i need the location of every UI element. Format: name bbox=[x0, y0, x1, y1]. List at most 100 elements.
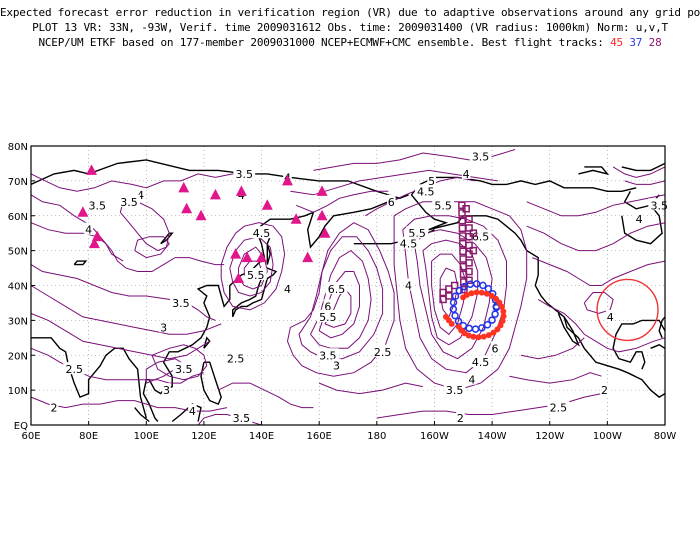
contour-line bbox=[286, 222, 395, 377]
contour-line bbox=[509, 372, 602, 384]
contour-line bbox=[402, 215, 507, 374]
contour-label-bg bbox=[443, 383, 466, 396]
graticule bbox=[31, 146, 665, 425]
contour-line bbox=[151, 344, 208, 381]
contour-label: 3.5 bbox=[236, 168, 254, 181]
contour-label-bg bbox=[404, 278, 413, 291]
lake-baikal bbox=[160, 232, 174, 245]
contour-label: 4.5 bbox=[400, 238, 418, 251]
contour-label-bg bbox=[469, 355, 492, 368]
track-37-marker bbox=[488, 316, 496, 324]
contour-label: 4 bbox=[405, 280, 412, 293]
track-28-marker bbox=[459, 247, 467, 256]
observation-site-triangle bbox=[261, 199, 273, 210]
contour-label: 4.5 bbox=[472, 356, 490, 369]
lake-balkhash bbox=[73, 260, 88, 266]
track-45-marker bbox=[475, 334, 482, 341]
y-axis-label: EQ bbox=[14, 421, 28, 432]
coastline-segment bbox=[232, 267, 278, 318]
contour-label: 2 bbox=[601, 384, 608, 397]
contour-label: 3.5 bbox=[650, 199, 668, 212]
contour-label: 2.5 bbox=[227, 353, 245, 366]
track-45-marker bbox=[480, 333, 487, 340]
contour-label-bg bbox=[86, 198, 109, 211]
contour-label: 5.5 bbox=[247, 269, 265, 282]
observation-site-triangle bbox=[178, 181, 190, 193]
contour-label-bg bbox=[371, 344, 394, 357]
coastline-segment bbox=[658, 316, 666, 339]
coastline-segment bbox=[30, 159, 409, 200]
contour-label: 3.5 bbox=[472, 150, 490, 163]
contour-label: 6 bbox=[491, 342, 498, 355]
track-45-marker bbox=[460, 294, 467, 301]
x-axis-label: 120E bbox=[191, 431, 216, 442]
contour-label: 5 bbox=[428, 175, 435, 188]
track-28-marker bbox=[465, 215, 473, 223]
track-37-marker bbox=[471, 325, 480, 333]
y-axis-label: 20N bbox=[8, 351, 28, 362]
observation-site-triangle bbox=[235, 185, 247, 196]
contour-label: 3.5 bbox=[89, 199, 107, 212]
contour-label-bg bbox=[634, 212, 644, 225]
x-axis-label: 180 bbox=[367, 431, 386, 442]
contour-label: 3.5 bbox=[120, 196, 138, 209]
x-axis-label: 100W bbox=[593, 431, 622, 442]
contour-line bbox=[612, 166, 666, 178]
contour-line bbox=[532, 257, 666, 286]
observation-site-triangle bbox=[77, 206, 89, 217]
contour-label-bg bbox=[406, 226, 429, 239]
contour-label: 6 bbox=[324, 300, 331, 313]
contour-line bbox=[310, 249, 372, 349]
observation-site-triangle bbox=[281, 174, 293, 186]
contour-label: 4 bbox=[284, 283, 291, 296]
contour-line bbox=[30, 285, 222, 335]
observation-site-triangle bbox=[316, 209, 328, 221]
observation-site-triangle bbox=[290, 213, 302, 224]
x-axis-label: 80W bbox=[654, 431, 677, 442]
contour-label: 4 bbox=[85, 224, 92, 237]
observation-site-triangle bbox=[319, 227, 331, 238]
contour-label: 4.5 bbox=[253, 227, 271, 240]
contour-label: 3.5 bbox=[172, 297, 190, 310]
contour-label-bg bbox=[49, 400, 59, 413]
track-45-marker bbox=[478, 289, 485, 296]
flight-tracks bbox=[439, 201, 507, 341]
track-45-marker bbox=[473, 289, 480, 296]
coastlines bbox=[30, 159, 666, 423]
x-axis-label: 60E bbox=[21, 431, 40, 442]
contour-label: 2 bbox=[457, 412, 464, 425]
chart-title-line-1: Expected forecast error reduction in ver… bbox=[0, 6, 700, 19]
x-axis-label: 160W bbox=[420, 431, 449, 442]
track-45-marker bbox=[483, 290, 490, 297]
observation-site-triangle bbox=[195, 209, 207, 221]
contour-label: 3.5 bbox=[446, 384, 464, 397]
contour-label: 4 bbox=[189, 405, 196, 418]
contour-label-bg bbox=[386, 194, 396, 207]
y-axis-label: 80N bbox=[8, 142, 28, 153]
contour-label: 3 bbox=[160, 321, 167, 334]
verification-region-circle bbox=[596, 278, 659, 342]
track-37-marker bbox=[479, 281, 487, 290]
track-37-marker bbox=[491, 310, 499, 318]
track-28-marker bbox=[469, 246, 478, 255]
observation-site-triangle bbox=[86, 164, 98, 175]
observation-site-triangle bbox=[302, 251, 314, 263]
track-45-marker bbox=[470, 333, 477, 340]
contour-label: 5.5 bbox=[319, 311, 337, 324]
contour-label: 5.5 bbox=[434, 199, 452, 212]
coastline-segment bbox=[410, 176, 637, 196]
contour-line bbox=[526, 194, 666, 217]
contour-line bbox=[30, 396, 228, 412]
contour-label: 3.5 bbox=[233, 412, 251, 425]
track-28-marker bbox=[458, 224, 467, 233]
coastline-segment bbox=[266, 236, 271, 265]
x-axis-label: 140W bbox=[478, 431, 507, 442]
track-45-marker bbox=[488, 292, 495, 299]
track-37-marker bbox=[483, 321, 492, 329]
x-axis-label: 120W bbox=[535, 431, 564, 442]
y-axis-label: 50N bbox=[8, 247, 28, 258]
track-37-marker bbox=[451, 311, 459, 320]
contour-label-bg bbox=[461, 166, 471, 179]
contour-label-bg bbox=[325, 281, 348, 294]
